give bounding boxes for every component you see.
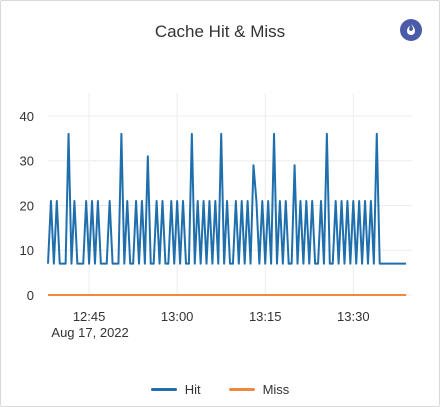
x-tick-label: 13:15	[249, 309, 282, 324]
chart-title: Cache Hit & Miss	[154, 22, 286, 41]
x-tick-label: 13:00	[161, 309, 194, 324]
x-tick-label: 13:30	[337, 309, 370, 324]
y-tick-label: 10	[20, 243, 34, 258]
legend-swatch-hit	[150, 388, 177, 391]
legend: Hit Miss	[1, 382, 439, 397]
line-chart: 0 10 20 30 40 12:45 13:00 13:15 13:30 Aug 17, 202…	[20, 93, 412, 340]
legend-label-miss: Miss	[262, 382, 290, 397]
y-tick-label: 0	[27, 288, 34, 303]
x-tick-label: 12:45	[73, 309, 106, 324]
y-tick-label: 30	[20, 154, 34, 169]
y-tick-label: 20	[20, 198, 34, 213]
legend-label-hit: Hit	[184, 382, 201, 397]
legend-item-miss[interactable]: Miss	[228, 382, 290, 397]
series-line-hit	[47, 132, 407, 265]
x-date-label: Aug 17, 2022	[51, 325, 128, 340]
legend-item-hit[interactable]: Hit	[150, 382, 201, 397]
y-tick-label: 40	[20, 109, 34, 124]
fire-icon-glyph	[407, 24, 415, 35]
fire-icon[interactable]	[400, 19, 422, 41]
legend-swatch-miss	[228, 388, 255, 391]
